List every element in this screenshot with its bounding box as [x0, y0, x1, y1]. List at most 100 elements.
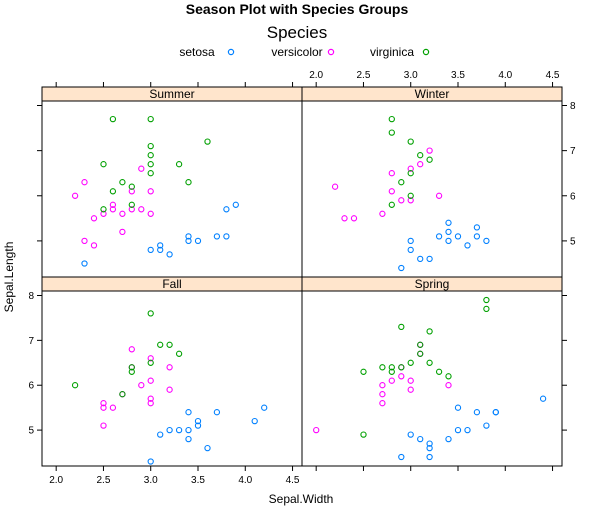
point-winter-setosa-3 — [417, 255, 424, 263]
point-fall-versicolor-12 — [166, 386, 173, 393]
point-summer-setosa-9 — [232, 201, 239, 208]
point-winter-setosa-5 — [435, 233, 443, 240]
point-summer-setosa-11 — [213, 233, 221, 240]
point-spring-virginica-7 — [407, 359, 414, 366]
panel-frame-winter — [301, 86, 563, 278]
point-spring-versicolor-8 — [407, 377, 414, 384]
strip-label-fall: Fall — [162, 277, 181, 291]
point-fall-virginica-2 — [128, 368, 135, 375]
point-spring-virginica-11 — [426, 328, 433, 335]
point-spring-setosa-14 — [539, 395, 547, 402]
point-spring-virginica-8 — [417, 350, 424, 357]
point-fall-setosa-11 — [251, 417, 258, 425]
x-tick-label-bottom-5: 4.5 — [286, 475, 300, 486]
point-winter-versicolor-8 — [407, 197, 414, 204]
point-spring-setosa-5 — [426, 440, 433, 447]
point-spring-virginica-6 — [398, 364, 405, 371]
point-summer-versicolor-12 — [138, 206, 145, 213]
point-summer-setosa-0 — [81, 260, 88, 267]
point-fall-setosa-10 — [213, 409, 221, 416]
point-spring-versicolor-0 — [313, 426, 320, 434]
strip-label-summer: Summer — [149, 87, 194, 101]
point-spring-virginica-15 — [483, 296, 490, 304]
point-winter-versicolor-3 — [379, 210, 386, 217]
point-winter-setosa-13 — [483, 237, 490, 245]
point-summer-setosa-6 — [185, 237, 192, 245]
point-summer-virginica-7 — [147, 115, 154, 123]
point-winter-virginica-6 — [407, 170, 414, 177]
point-summer-versicolor-14 — [147, 188, 154, 195]
point-fall-versicolor-8 — [147, 395, 154, 402]
point-spring-setosa-3 — [426, 453, 433, 461]
point-summer-virginica-5 — [128, 183, 135, 190]
point-spring-virginica-4 — [388, 368, 395, 375]
y-tick-label-right-3: 8 — [570, 101, 576, 112]
point-summer-versicolor-1 — [81, 179, 88, 186]
x-tick-label-top-3: 3.5 — [451, 70, 465, 81]
point-summer-virginica-12 — [175, 161, 183, 168]
point-summer-virginica-6 — [128, 201, 135, 208]
point-summer-versicolor-7 — [109, 201, 117, 208]
point-fall-versicolor-9 — [147, 400, 154, 407]
x-tick-label-top-1: 2.5 — [357, 70, 371, 81]
panel-frame-fall — [41, 276, 303, 467]
point-summer-versicolor-5 — [100, 210, 107, 217]
point-summer-virginica-13 — [185, 179, 192, 186]
point-spring-setosa-6 — [445, 435, 452, 443]
point-summer-setosa-4 — [166, 251, 173, 258]
axes: 2.0 2.0 2.5 2.5 3.0 3.0 3.5 3.5 4.0 4.0 4.5 4.5 5 5 6 6… — [28, 70, 576, 486]
point-summer-setosa-10 — [223, 233, 230, 240]
point-fall-setosa-3 — [175, 426, 183, 434]
point-winter-setosa-0 — [398, 264, 405, 272]
y-axis-label: Sepal.Length — [2, 242, 16, 313]
point-fall-virginica-3 — [128, 364, 135, 371]
point-fall-setosa-7 — [194, 417, 202, 425]
point-summer-setosa-3 — [157, 242, 164, 249]
point-winter-versicolor-2 — [350, 215, 358, 222]
point-spring-versicolor-3 — [379, 400, 386, 407]
point-winter-virginica-5 — [407, 192, 414, 199]
point-winter-versicolor-7 — [407, 165, 414, 172]
point-fall-virginica-0 — [71, 382, 79, 389]
point-spring-setosa-1 — [407, 431, 414, 438]
y-tick-label-right-1: 6 — [570, 191, 576, 202]
x-tick-label-top-0: 2.0 — [309, 70, 323, 81]
point-summer-setosa-8 — [223, 206, 230, 213]
point-summer-virginica-2 — [109, 188, 117, 195]
point-winter-virginica-7 — [417, 152, 424, 159]
x-tick-label-bottom-4: 4.0 — [238, 475, 252, 486]
point-summer-versicolor-3 — [90, 242, 98, 249]
point-fall-versicolor-13 — [166, 364, 173, 371]
point-spring-virginica-12 — [435, 368, 443, 375]
point-winter-virginica-2 — [388, 201, 395, 208]
point-winter-versicolor-1 — [341, 215, 348, 222]
point-winter-setosa-11 — [473, 224, 481, 231]
point-spring-virginica-2 — [379, 364, 386, 371]
point-summer-virginica-1 — [100, 206, 107, 213]
point-spring-setosa-7 — [454, 426, 462, 434]
point-spring-virginica-5 — [398, 323, 405, 331]
point-winter-setosa-8 — [445, 237, 452, 245]
x-tick-label-top-4: 4.0 — [498, 70, 512, 81]
y-tick-label-left-1: 6 — [28, 381, 34, 392]
strip-label-winter: Winter — [415, 87, 450, 101]
point-fall-setosa-0 — [147, 458, 154, 465]
point-fall-virginica-7 — [166, 341, 173, 348]
point-fall-setosa-12 — [261, 404, 268, 411]
panel-spring: Spring — [301, 276, 563, 467]
point-winter-setosa-2 — [407, 237, 414, 245]
point-fall-versicolor-10 — [147, 377, 154, 384]
point-fall-setosa-9 — [204, 444, 211, 452]
point-fall-versicolor-7 — [138, 382, 145, 389]
x-axis-label: Sepal.Width — [269, 492, 334, 506]
legend-marker-virginica — [422, 48, 430, 56]
point-summer-virginica-14 — [204, 138, 211, 145]
point-spring-setosa-9 — [464, 426, 471, 434]
point-winter-versicolor-4 — [388, 188, 395, 195]
point-winter-setosa-10 — [464, 242, 471, 249]
point-winter-virginica-0 — [388, 115, 395, 123]
point-spring-setosa-0 — [398, 453, 405, 461]
x-tick-label-bottom-1: 2.5 — [97, 475, 111, 486]
panel-frame-summer — [41, 86, 303, 278]
